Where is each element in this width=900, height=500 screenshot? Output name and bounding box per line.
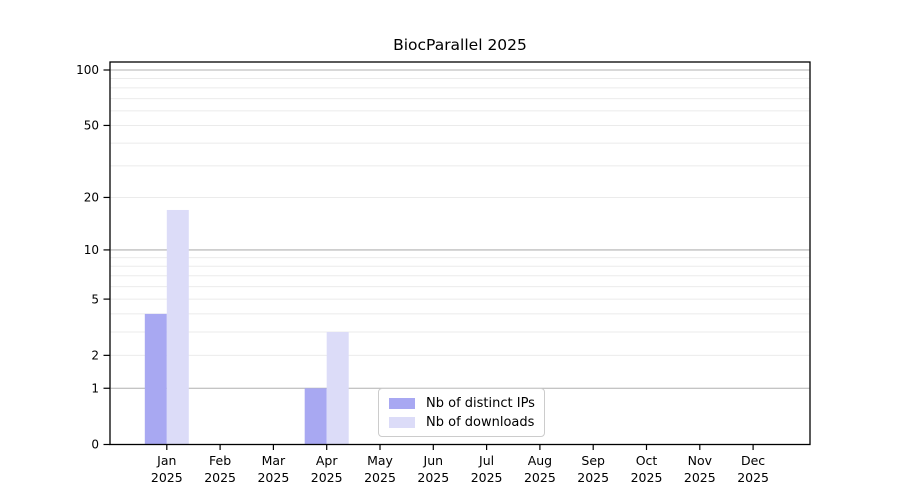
y-tick-label: 5 — [91, 292, 99, 306]
x-tick-label-year: 2025 — [204, 470, 236, 485]
x-tick-label-month: Dec — [741, 453, 765, 468]
x-tick-label-year: 2025 — [471, 470, 503, 485]
bar-distinct-ips-apr — [304, 388, 327, 445]
downloads-swatch-icon — [389, 417, 415, 428]
x-tick-label-month: May — [367, 453, 393, 468]
y-tick-label: 20 — [84, 191, 99, 205]
distinct-ips-swatch-icon — [389, 398, 415, 409]
plot-frame — [109, 61, 811, 446]
x-tick-label-month: Mar — [262, 453, 286, 468]
bar-downloads-apr — [326, 332, 349, 445]
x-tick-label-month: Oct — [636, 453, 658, 468]
x-tick-label-month: Sep — [581, 453, 605, 468]
x-tick-label-month: Jul — [478, 453, 494, 468]
chart-title: BiocParallel 2025 — [393, 36, 527, 54]
x-tick-label-year: 2025 — [364, 470, 396, 485]
x-tick-label-year: 2025 — [417, 470, 449, 485]
legend-row-downloads: Nb of downloads — [379, 413, 544, 432]
y-tick-label: 10 — [84, 243, 99, 257]
x-tick-label-month: Feb — [209, 453, 231, 468]
x-tick-label-year: 2025 — [151, 470, 183, 485]
x-tick-label-year: 2025 — [311, 470, 343, 485]
x-tick-label-month: Jun — [423, 453, 444, 468]
x-tick-label-month: Apr — [316, 453, 338, 468]
x-tick-label-year: 2025 — [524, 470, 556, 485]
x-tick-label-year: 2025 — [631, 470, 663, 485]
x-tick-label-year: 2025 — [577, 470, 609, 485]
y-tick-label: 0 — [91, 438, 99, 452]
bar-distinct-ips-jan — [144, 313, 167, 445]
legend-label-downloads: Nb of downloads — [426, 415, 535, 430]
x-tick-label-year: 2025 — [257, 470, 289, 485]
legend-row-distinct-ips: Nb of distinct IPs — [379, 394, 544, 413]
y-tick-label: 100 — [76, 63, 99, 77]
x-tick-label-month: Jan — [156, 453, 176, 468]
y-tick-label: 1 — [91, 381, 99, 395]
legend: Nb of distinct IPs Nb of downloads — [378, 388, 545, 437]
x-tick-label-month: Nov — [688, 453, 713, 468]
x-tick-label-year: 2025 — [684, 470, 716, 485]
y-tick-label: 2 — [91, 349, 99, 363]
bar-downloads-jan — [166, 209, 189, 445]
y-tick-label: 50 — [84, 119, 99, 133]
x-tick-label-year: 2025 — [737, 470, 769, 485]
x-tick-label-month: Aug — [528, 453, 552, 468]
legend-label-distinct-ips: Nb of distinct IPs — [426, 396, 535, 411]
